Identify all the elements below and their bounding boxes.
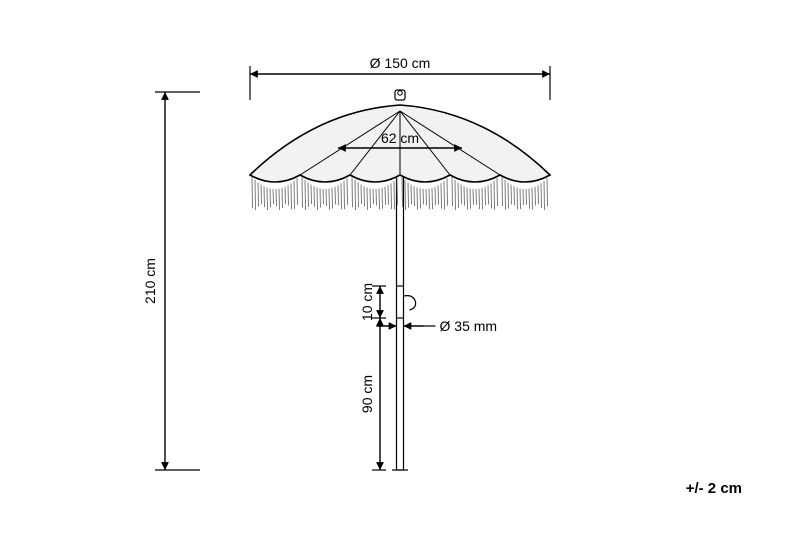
label-top-width: Ø 150 cm (370, 55, 431, 71)
tolerance-note: +/- 2 cm (686, 480, 742, 497)
label-mechanism: 10 cm (359, 283, 375, 321)
dimension-diagram: Ø 150 cm 62 cm 210 cm 10 cm 90 cm Ø 35 mm (0, 0, 800, 533)
label-total-height: 210 cm (142, 258, 158, 304)
tilt-handle (404, 296, 416, 310)
label-panel-width: 62 cm (381, 130, 419, 146)
label-pole-diameter: Ø 35 mm (440, 318, 498, 334)
label-lower-pole: 90 cm (359, 375, 375, 413)
diagram-stage: Ø 150 cm 62 cm 210 cm 10 cm 90 cm Ø 35 mm (0, 0, 800, 533)
